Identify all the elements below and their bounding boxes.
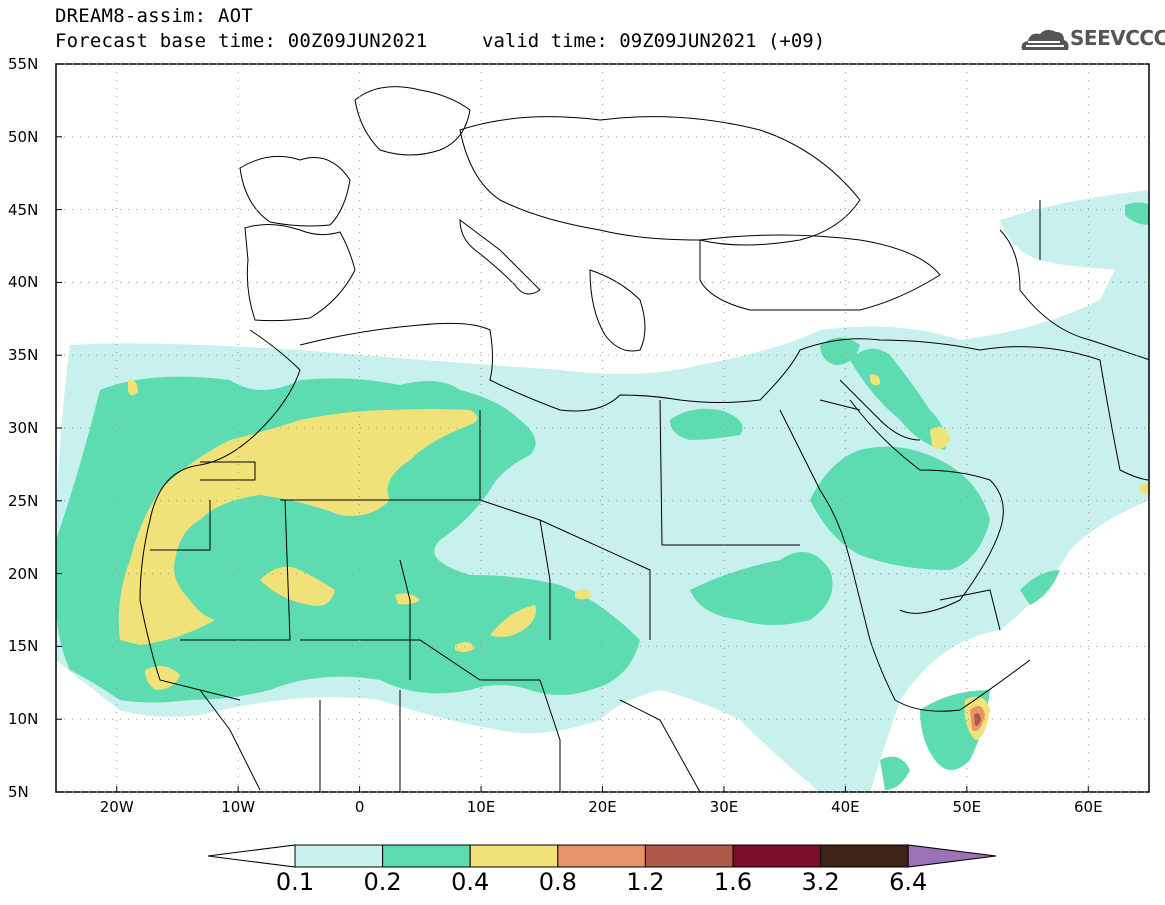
lon-tick-label: 0	[354, 798, 365, 816]
logo-text: SEEVCCC	[1070, 26, 1165, 50]
colorbar-label: 0.2	[363, 868, 402, 896]
lon-tick-label: 60E	[1073, 798, 1103, 816]
colorbar-box	[644, 844, 734, 868]
chart-title: DREAM8-assim: AOT	[55, 5, 253, 27]
colorbar-over-arrow	[907, 844, 997, 868]
colorbar-box	[382, 844, 471, 868]
lat-tick-label: 15N	[8, 637, 39, 656]
lat-tick-label: 20N	[8, 564, 39, 583]
colorbar-label: 6.4	[889, 868, 928, 896]
lon-tick-label: 10W	[221, 798, 256, 816]
colorbar-box	[557, 844, 646, 868]
colorbar-box	[294, 844, 384, 868]
lon-tick-label: 40E	[831, 798, 860, 816]
lat-tick-label: 10N	[8, 710, 39, 729]
colorbar-box	[732, 844, 822, 868]
colorbar	[207, 844, 997, 868]
colorbar-under-arrow	[207, 844, 296, 868]
lat-tick-label: 50N	[8, 127, 39, 146]
colorbar-label: 0.4	[451, 868, 490, 896]
lat-tick-label: 40N	[8, 273, 39, 292]
aot-field	[56, 190, 1149, 792]
lon-tick-label: 20W	[99, 798, 134, 816]
lat-tick-label: 5N	[8, 783, 29, 801]
lat-tick-label: 25N	[8, 491, 39, 510]
lon-tick-label: 10E	[466, 798, 496, 816]
lat-tick-label: 35N	[8, 346, 39, 365]
lat-tick-label: 55N	[8, 55, 39, 73]
cloud-icon	[1021, 29, 1069, 50]
lon-tick-label: 20E	[588, 798, 617, 816]
colorbar-label: 3.2	[801, 868, 840, 896]
base-time-label: Forecast base time: 00Z09JUN2021	[55, 30, 428, 52]
lon-tick-label: 50E	[952, 798, 982, 816]
valid-time-label: valid time: 09Z09JUN2021 (+09)	[482, 30, 826, 52]
colorbar-box	[469, 844, 559, 868]
axis-ticks	[56, 63, 1089, 793]
colorbar-label: 1.6	[713, 868, 753, 896]
coastlines	[139, 86, 1149, 792]
colorbar-label: 0.1	[275, 868, 315, 896]
colorbar-box	[820, 844, 909, 868]
lon-tick-label: 30E	[709, 798, 739, 816]
lat-tick-label: 30N	[8, 419, 39, 437]
colorbar-label: 1.2	[626, 868, 665, 896]
colorbar-label: 0.8	[538, 868, 577, 896]
lat-tick-label: 45N	[8, 200, 39, 219]
